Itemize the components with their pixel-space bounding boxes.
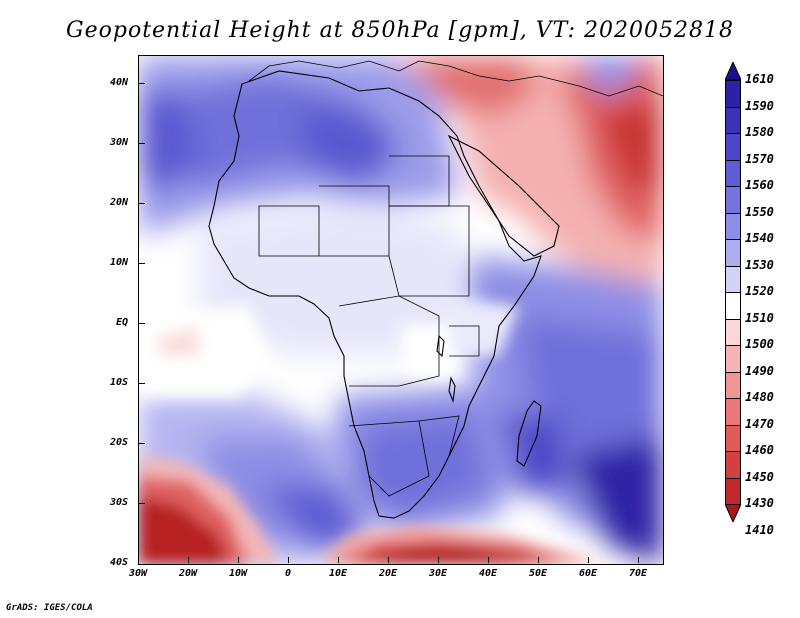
colorbar-label: 1580: [745, 125, 774, 139]
coastline: [208, 60, 663, 519]
lat-tick: [139, 203, 145, 204]
colorbar-swatch: [725, 371, 741, 398]
colorbar-boundary: [725, 186, 741, 187]
colorbar-swatch: [725, 424, 741, 451]
lon-label-40e: 40E: [478, 568, 498, 579]
lon-tick: [288, 557, 289, 563]
colorbar-boundary: [725, 80, 741, 81]
colorbar-swatch: [725, 398, 741, 425]
colorbar-swatch: [725, 133, 741, 160]
lon-label-60e: 60E: [578, 568, 598, 579]
map-title: Geopotential Height at 850hPa [gpm], VT:…: [66, 18, 734, 43]
lat-tick: [139, 443, 145, 444]
colorbar-label: 1480: [745, 390, 774, 404]
colorbar-boundary: [725, 292, 741, 293]
lon-label-30w: 30W: [128, 568, 148, 579]
colorbar-boundary: [725, 265, 741, 267]
lat-tick: [139, 263, 145, 264]
colorbar-swatch: [725, 106, 741, 133]
colorbar-boundary: [725, 106, 741, 108]
lon-tick: [388, 557, 389, 563]
colorbar-swatch: [725, 212, 741, 239]
colorbar-label: 1470: [745, 416, 774, 431]
lon-tick: [638, 557, 639, 563]
colorbar-label: 1430: [745, 496, 774, 510]
lon-label-10w: 10W: [228, 568, 248, 579]
colorbar-boundary: [725, 159, 741, 161]
lon-label-30e: 30E: [428, 568, 448, 579]
lon-tick: [438, 557, 439, 563]
colorbar-label: 1520: [745, 284, 774, 298]
lon-label-70e: 70E: [628, 568, 648, 579]
colorbar-boundary: [725, 345, 741, 346]
colorbar-label: 1550: [745, 204, 774, 219]
colorbar-boundary: [725, 239, 741, 240]
colorbar-boundary: [725, 318, 741, 320]
colorbar-swatch: [725, 239, 741, 266]
colorbar-label: 1610: [745, 72, 774, 86]
lat-label-eq: EQ: [115, 317, 128, 328]
lat-label-10s: 10S: [109, 377, 128, 388]
colorbar-boundary: [725, 504, 741, 505]
colorbar-label: 1490: [745, 363, 774, 378]
lat-tick: [139, 383, 145, 384]
lat-label-40s: 40S: [109, 557, 128, 568]
colorbar-label: 1530: [745, 257, 774, 272]
colorbar-label: 1450: [745, 469, 774, 484]
lon-label-20w: 20W: [178, 568, 198, 579]
colorbar-swatch: [725, 159, 741, 186]
lon-label-20e: 20E: [378, 568, 398, 579]
lat-tick: [139, 83, 145, 84]
colorbar-swatch: [725, 186, 741, 213]
colorbar-label: 1460: [745, 443, 774, 457]
colorbar-swatch: [725, 477, 741, 504]
colorbar-boundary: [725, 424, 741, 426]
colorbar-swatch: [725, 318, 741, 345]
colorbar-boundary: [725, 477, 741, 479]
colorbar-label: 1410: [745, 522, 774, 537]
colorbar-bottom-cap: [725, 504, 741, 522]
colorbar-boundary: [725, 398, 741, 399]
colorbar-boundary: [725, 451, 741, 452]
grads-credit: GrADS: IGES/COLA: [6, 603, 93, 613]
lon-tick: [188, 557, 189, 563]
lon-tick: [588, 557, 589, 563]
lon-tick: [338, 557, 339, 563]
lat-label-10n: 10N: [109, 257, 128, 268]
colorbar-swatch: [725, 265, 741, 292]
field-plot: [139, 56, 663, 564]
lat-label-40n: 40N: [109, 77, 128, 88]
lon-label-50e: 50E: [528, 568, 548, 579]
colorbar-swatch: [725, 451, 741, 478]
lat-label-20s: 20S: [109, 437, 128, 448]
lat-tick: [139, 503, 145, 504]
lat-label-30s: 30S: [109, 497, 128, 508]
lon-tick: [238, 557, 239, 563]
lat-label-30n: 30N: [109, 137, 128, 148]
lon-tick: [488, 557, 489, 563]
lat-tick: [139, 323, 145, 324]
colorbar-label: 1560: [745, 178, 774, 192]
colorbar-label: 1570: [745, 151, 774, 166]
colorbar-swatch: [725, 345, 741, 372]
colorbar-boundary: [725, 212, 741, 214]
colorbar-swatch: [725, 292, 741, 319]
lat-tick: [139, 143, 145, 144]
colorbar-swatch: [725, 80, 741, 107]
colorbar-top-cap: [725, 62, 741, 80]
colorbar-boundary: [725, 133, 741, 134]
geopotential-map[interactable]: [138, 55, 664, 565]
lon-tick: [538, 557, 539, 563]
colorbar-label: 1510: [745, 310, 774, 325]
colorbar-label: 1590: [745, 98, 774, 113]
colorbar-label: 1500: [745, 337, 774, 351]
lon-label-10e: 10E: [328, 568, 348, 579]
lat-label-20n: 20N: [109, 197, 128, 208]
lon-label-0: 0: [284, 568, 292, 579]
colorbar-label: 1540: [745, 231, 774, 245]
colorbar-boundary: [725, 371, 741, 373]
